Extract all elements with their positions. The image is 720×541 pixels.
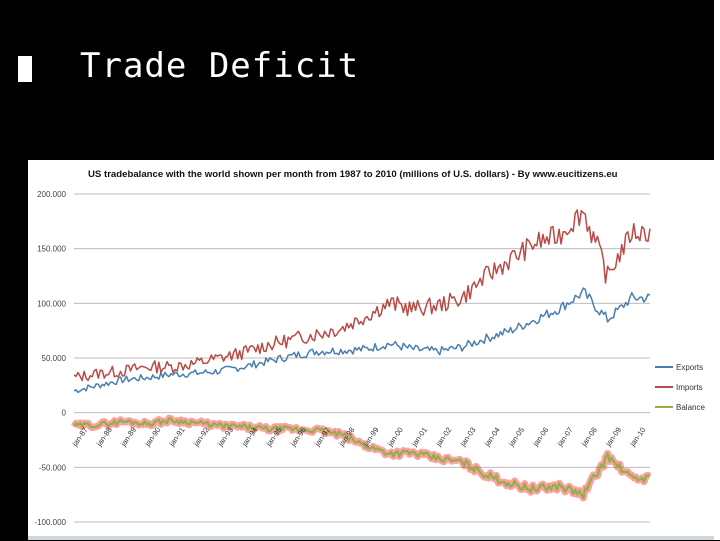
x-tick-label: jan-02 (433, 426, 453, 449)
y-tick-label: 150.000 (37, 245, 66, 254)
x-tick-label: jan-01 (409, 426, 429, 449)
bullet-square-icon (18, 56, 32, 82)
x-tick-label: jan-09 (603, 426, 623, 449)
y-tick-label: -100.000 (34, 518, 66, 527)
x-tick-label: jan-91 (167, 426, 187, 449)
legend-label-exports: Exports (676, 363, 703, 372)
x-tick-label: jan-92 (191, 426, 211, 449)
imports-line (73, 209, 651, 382)
x-tick-label: jan-06 (530, 426, 550, 449)
x-tick-label: jan-08 (579, 426, 599, 449)
chart-title: US tradebalance with the world shown per… (88, 169, 618, 180)
left-black-bar (0, 0, 28, 540)
x-tick-label: jan-05 (506, 426, 526, 449)
bottom-edge-line (28, 536, 714, 540)
y-tick-label: -50.000 (39, 463, 67, 472)
x-tick-label: jan-00 (385, 426, 405, 449)
balance-line (73, 417, 651, 500)
y-tick-label: 50.000 (42, 354, 67, 363)
slide-title: Trade Deficit (80, 46, 360, 86)
x-tick-label: jan-89 (118, 426, 138, 449)
x-tick-label: jan-07 (555, 426, 575, 449)
exports-line (73, 287, 651, 394)
x-tick-label: jan-04 (482, 426, 502, 449)
y-tick-label: 0 (62, 409, 67, 418)
y-tick-label: 200.000 (37, 190, 66, 199)
x-tick-label: jan-90 (142, 426, 162, 449)
trade-balance-chart: US tradebalance with the world shown per… (10, 169, 705, 527)
right-edge-strip (714, 0, 720, 540)
legend-label-imports: Imports (676, 383, 703, 392)
y-tick-label: 100.000 (37, 299, 66, 308)
x-tick-label: jan-93 (215, 426, 235, 449)
legend-label-balance: Balance (676, 403, 705, 412)
x-tick-label: jan-87 (70, 426, 90, 449)
chart-panel: US tradebalance with the world shown per… (10, 160, 714, 536)
x-tick-label: jan-03 (458, 426, 478, 449)
x-tick-label: jan-10 (627, 426, 647, 449)
